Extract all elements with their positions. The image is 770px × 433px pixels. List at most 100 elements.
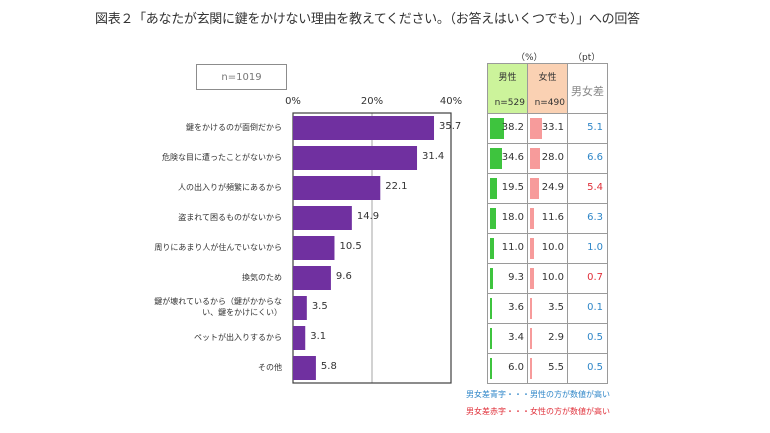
male-value: 9.3 xyxy=(508,272,524,283)
category-label: ペットが出入りするから xyxy=(194,332,282,342)
male-value: 19.5 xyxy=(501,182,524,193)
diff-value: 5.1 xyxy=(587,122,603,133)
header-male-label: 男性 xyxy=(498,73,517,83)
male-value: 3.4 xyxy=(508,332,524,343)
category-label: 周りにあまり人が住んでいないから xyxy=(154,242,282,252)
category-label: その他 xyxy=(258,362,282,372)
male-cell: 3.4 xyxy=(487,323,528,354)
male-mini-bar xyxy=(490,148,503,169)
bar xyxy=(293,206,352,230)
header-female-n: n=490 xyxy=(534,98,565,108)
table-row: 3.4 2.9 0.5 xyxy=(487,323,608,354)
diff-value: 1.0 xyxy=(587,242,603,253)
diff-cell: 6.6 xyxy=(567,143,608,174)
header-female-label: 女性 xyxy=(538,73,557,83)
bar-value-label: 5.8 xyxy=(320,361,337,372)
unit-percent: （%） xyxy=(516,53,543,63)
diff-value: 6.3 xyxy=(587,212,603,223)
diff-value: 0.7 xyxy=(587,272,603,283)
female-value: 10.0 xyxy=(541,242,564,253)
sample-size-box: n=1019 xyxy=(196,64,287,90)
female-cell: 3.5 xyxy=(527,293,568,324)
table-row: 9.3 10.0 0.7 xyxy=(487,263,608,294)
male-cell: 11.0 xyxy=(487,233,528,264)
table-row: 3.6 3.5 0.1 xyxy=(487,293,608,324)
diff-cell: 5.4 xyxy=(567,173,608,204)
table-row: 38.2 33.1 5.1 xyxy=(487,113,608,144)
diff-value: 6.6 xyxy=(587,152,603,163)
diff-cell: 0.1 xyxy=(567,293,608,324)
gender-table: 男性 n=529 女性 n=490 男女差 38.2 33.1 5.1 34.6 28.… xyxy=(487,63,608,384)
bar xyxy=(293,116,435,140)
category-label: 人の出入りが頻繁にあるから xyxy=(178,182,282,192)
table-header-row: 男性 n=529 女性 n=490 男女差 xyxy=(487,63,608,114)
female-value: 2.9 xyxy=(548,332,564,343)
female-cell: 24.9 xyxy=(527,173,568,204)
diff-value: 5.4 xyxy=(587,182,603,193)
table-row: 11.0 10.0 1.0 xyxy=(487,233,608,264)
female-cell: 28.0 xyxy=(527,143,568,174)
female-mini-bar xyxy=(530,358,532,379)
note-red: 男女差赤字・・・女性の方が数値が高い xyxy=(466,407,610,416)
male-value: 18.0 xyxy=(501,212,524,223)
diff-cell: 0.5 xyxy=(567,353,608,384)
female-cell: 10.0 xyxy=(527,263,568,294)
diff-value: 0.5 xyxy=(587,332,603,343)
female-value: 33.1 xyxy=(541,122,564,133)
bar xyxy=(293,296,307,320)
female-cell: 10.0 xyxy=(527,233,568,264)
bar-value-label: 35.7 xyxy=(439,121,462,132)
male-cell: 18.0 xyxy=(487,203,528,234)
diff-cell: 0.5 xyxy=(567,323,608,354)
female-value: 3.5 xyxy=(548,302,564,313)
bar-value-label: 31.4 xyxy=(422,151,445,162)
female-cell: 33.1 xyxy=(527,113,568,144)
category-label: 鍵をかけるのが面倒だから xyxy=(186,122,282,132)
female-mini-bar xyxy=(530,238,534,259)
category-label: 盗まれて困るものがないから xyxy=(178,212,282,222)
table-row: 18.0 11.6 6.3 xyxy=(487,203,608,234)
male-value: 38.2 xyxy=(501,122,524,133)
diff-cell: 6.3 xyxy=(567,203,608,234)
table-row: 34.6 28.0 6.6 xyxy=(487,143,608,174)
female-mini-bar xyxy=(530,298,532,319)
bar-value-label: 9.6 xyxy=(335,271,352,282)
male-cell: 3.6 xyxy=(487,293,528,324)
chart-title: 図表２「あなたが玄関に鍵をかけない理由を教えてください。（お答えはいくつでも）」… xyxy=(95,12,640,27)
bar xyxy=(293,236,335,260)
male-mini-bar xyxy=(490,238,494,259)
male-cell: 19.5 xyxy=(487,173,528,204)
male-value: 3.6 xyxy=(508,302,524,313)
female-mini-bar xyxy=(530,328,532,349)
male-mini-bar xyxy=(490,178,498,199)
female-value: 11.6 xyxy=(541,212,564,223)
x-tick-label: 0% xyxy=(285,96,301,107)
diff-cell: 5.1 xyxy=(567,113,608,144)
female-value: 24.9 xyxy=(541,182,564,193)
male-mini-bar xyxy=(490,268,494,289)
unit-points: （pt） xyxy=(573,53,601,63)
male-mini-bar xyxy=(490,118,504,139)
female-value: 5.5 xyxy=(548,362,564,373)
female-cell: 11.6 xyxy=(527,203,568,234)
female-mini-bar xyxy=(530,118,542,139)
header-male-n: n=529 xyxy=(494,98,525,108)
bar xyxy=(293,176,381,200)
bar-value-label: 10.5 xyxy=(339,241,362,252)
male-cell: 6.0 xyxy=(487,353,528,384)
male-value: 11.0 xyxy=(501,242,524,253)
bar-value-label: 14.9 xyxy=(356,211,380,222)
female-mini-bar xyxy=(530,268,534,289)
bar xyxy=(293,356,316,380)
male-mini-bar xyxy=(490,328,492,349)
header-diff-label: 男女差 xyxy=(571,85,604,98)
note-blue: 男女差青字・・・男性の方が数値が高い xyxy=(466,390,610,399)
male-mini-bar xyxy=(490,208,497,229)
table-row: 6.0 5.5 0.5 xyxy=(487,353,608,384)
bar xyxy=(293,266,331,290)
diff-value: 0.5 xyxy=(587,362,603,373)
female-mini-bar xyxy=(530,148,541,169)
table-row: 19.5 24.9 5.4 xyxy=(487,173,608,204)
female-value: 28.0 xyxy=(541,152,564,163)
